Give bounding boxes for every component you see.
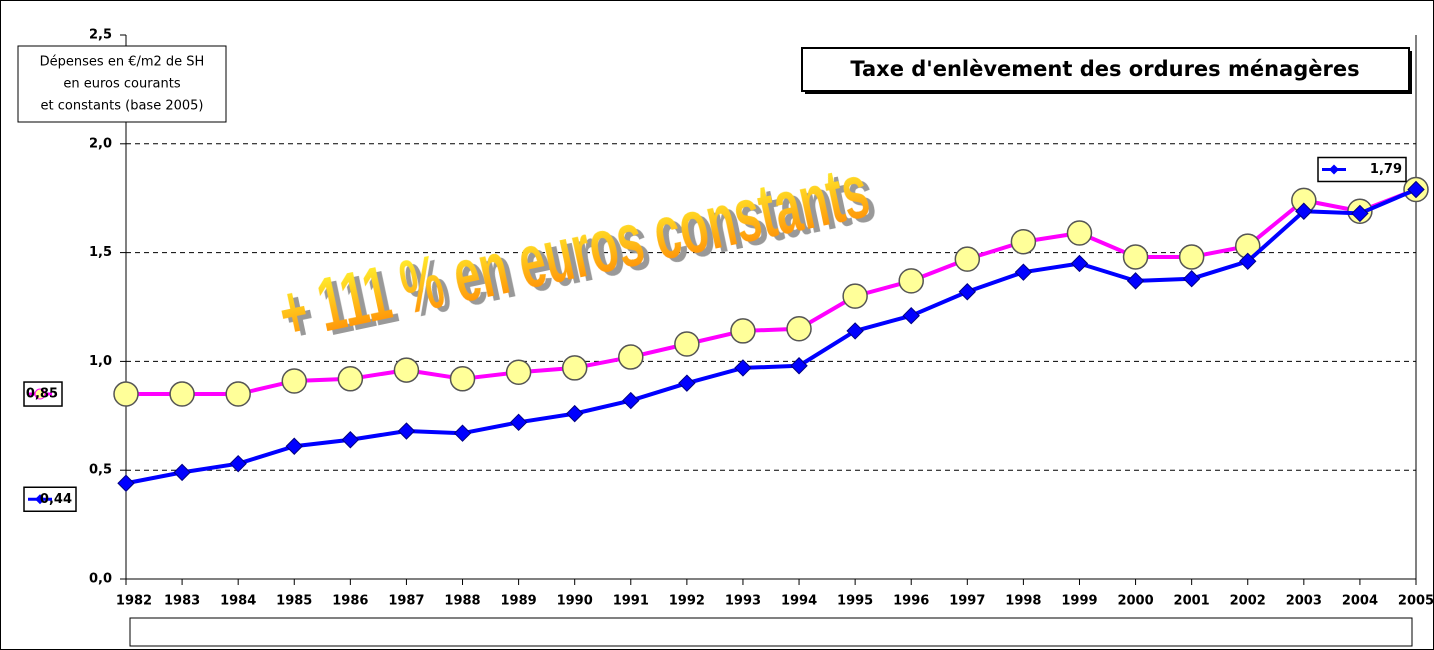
x-tick-label: 1991	[613, 594, 649, 609]
data-point	[509, 413, 528, 432]
data-point	[449, 366, 476, 392]
x-tick-label: 1999	[1061, 594, 1097, 609]
x-tick-label: 2003	[1286, 594, 1322, 609]
data-point	[1295, 202, 1313, 220]
x-tick-label: 1985	[276, 594, 312, 609]
x-tick-label: 1993	[725, 594, 761, 609]
data-point	[954, 246, 981, 272]
x-tick-label: 1988	[444, 594, 480, 609]
x-tick-label: 1990	[557, 594, 593, 609]
data-point	[1122, 244, 1149, 270]
data-point	[958, 283, 977, 301]
data-label-key	[34, 388, 46, 400]
data-point	[453, 424, 472, 442]
data-point	[337, 366, 364, 392]
x-tick-label: 1994	[781, 594, 817, 609]
data-point	[1126, 272, 1145, 290]
y-tick-label: 2,5	[89, 28, 112, 43]
data-point	[898, 268, 924, 294]
data-point	[846, 322, 864, 340]
data-point	[1351, 204, 1369, 223]
data-point	[505, 359, 532, 386]
data-point	[730, 318, 756, 344]
data-point	[902, 306, 920, 325]
y-label: en euros courants	[63, 77, 181, 92]
x-tick-label: 1984	[220, 594, 256, 609]
y-tick-label: 2,0	[89, 136, 112, 151]
data-point	[117, 474, 135, 492]
x-tick-label: 1982	[116, 594, 152, 609]
data-point	[1066, 220, 1093, 246]
data-point	[842, 283, 868, 309]
x-tick-label: 1987	[388, 594, 424, 609]
data-point	[1014, 263, 1033, 281]
data-point	[225, 381, 251, 407]
data-point	[1070, 254, 1089, 273]
data-point	[229, 454, 247, 473]
data-point	[1178, 244, 1205, 270]
data-point	[341, 431, 360, 449]
data-point	[1010, 228, 1037, 255]
data-label: 0,44	[40, 492, 72, 507]
x-tick-label: 1998	[1005, 594, 1041, 609]
data-label-key	[1329, 164, 1339, 175]
y-tick-label: 1,0	[89, 354, 112, 369]
data-label: 1,79	[1370, 162, 1402, 177]
title-shadow	[1409, 51, 1412, 94]
data-point	[622, 391, 640, 410]
x-tick-label: 1989	[501, 594, 537, 609]
data-point	[285, 437, 303, 455]
data-point	[1407, 180, 1425, 199]
y-tick-label: 0,5	[89, 463, 112, 478]
x-tick-label: 1995	[837, 594, 873, 609]
x-tick-label: 2000	[1117, 594, 1153, 609]
x-tick-label: 1992	[669, 594, 705, 609]
data-point	[113, 381, 139, 407]
y-label: et constants (base 2005)	[41, 99, 204, 114]
x-tick-label: 2001	[1174, 594, 1210, 609]
title-shadow	[805, 91, 1412, 94]
series-line	[125, 187, 1417, 486]
x-tick-label: 1996	[893, 594, 929, 609]
data-label-key	[35, 494, 45, 505]
x-tick-label: 1997	[949, 594, 985, 609]
data-point	[397, 422, 416, 440]
x-tick-label: 1983	[164, 594, 200, 609]
data-point	[1239, 252, 1257, 271]
legend	[129, 617, 1413, 647]
x-tick-label: 2005	[1398, 594, 1434, 609]
data-point	[1182, 270, 1201, 288]
data-point	[678, 374, 696, 392]
data-point	[393, 357, 420, 383]
data-label: 0,85	[26, 387, 58, 402]
data-point	[790, 357, 808, 375]
x-tick-label: 2002	[1230, 594, 1266, 609]
data-point	[169, 381, 195, 407]
y-tick-label: 0,0	[89, 572, 112, 587]
y-tick-label: 1,5	[89, 245, 112, 260]
x-tick-label: 1986	[332, 594, 368, 609]
data-point	[786, 316, 812, 342]
x-tick-label: 2004	[1342, 594, 1378, 609]
data-point	[618, 344, 644, 370]
data-point	[734, 359, 752, 377]
data-point	[565, 404, 584, 423]
data-point	[674, 331, 700, 357]
y-label-box	[17, 45, 227, 123]
y-label: Dépenses en €/m2 de SH	[40, 55, 205, 70]
data-point	[281, 368, 308, 394]
chart-title: Taxe d'enlèvement des ordures ménagères	[850, 57, 1359, 81]
data-point	[173, 463, 191, 482]
data-point	[561, 355, 588, 381]
